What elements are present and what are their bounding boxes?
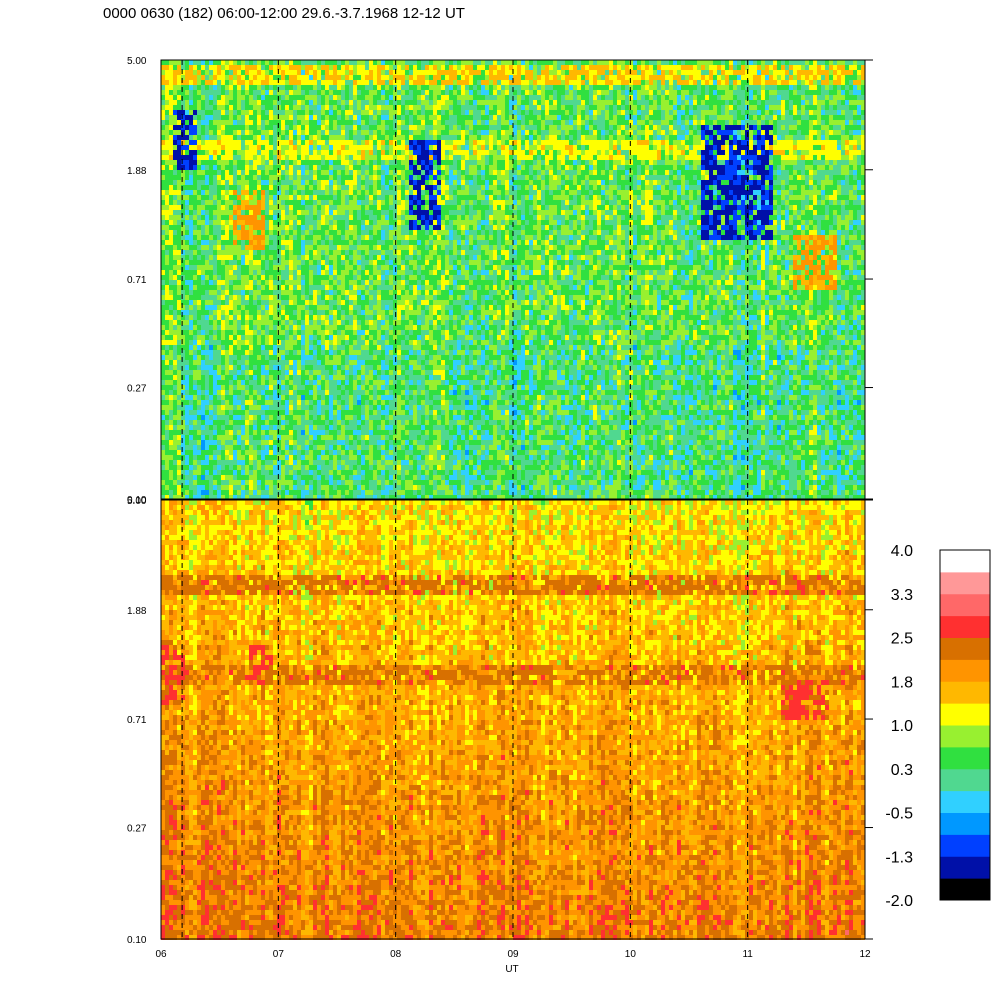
colorbar-label: -2.0 — [885, 893, 913, 910]
lower-y-tick-label: 0.71 — [127, 715, 147, 726]
colorbar-label: 2.5 — [891, 631, 913, 648]
colorbar-swatch — [940, 725, 990, 747]
lower-y-tick-label: 5.00 — [127, 496, 147, 507]
lower-y-tick-label: 0.27 — [127, 824, 147, 835]
upper-y-tick-label: 1.88 — [127, 166, 147, 177]
colorbar-swatch — [940, 659, 990, 681]
lower-y-tick-label: 1.88 — [127, 606, 147, 617]
colorbar-swatch — [940, 703, 990, 725]
upper-y-tick-label: 0.27 — [127, 384, 147, 395]
x-tick-label: 12 — [859, 949, 871, 960]
colorbar-swatch — [940, 616, 990, 638]
x-tick-label: 06 — [155, 949, 167, 960]
colorbar-swatch — [940, 572, 990, 594]
colorbar-label: 3.3 — [891, 587, 913, 604]
colorbar-label: -0.5 — [885, 806, 913, 823]
colorbar-swatch — [940, 550, 990, 572]
x-axis-label: UT — [505, 964, 518, 975]
colorbar-swatch — [940, 834, 990, 856]
colorbar-swatch — [940, 878, 990, 900]
colorbar-label: -1.3 — [885, 849, 913, 866]
colorbar-swatch — [940, 856, 990, 878]
x-tick-label: 08 — [390, 949, 402, 960]
colorbar-label: 1.0 — [891, 718, 913, 735]
colorbar-swatch — [940, 791, 990, 813]
colorbar-label: 4.0 — [891, 543, 913, 560]
colorbar-swatch — [940, 594, 990, 616]
x-tick-label: 07 — [273, 949, 285, 960]
colorbar-swatch — [940, 638, 990, 660]
colorbar-label: 1.8 — [891, 674, 913, 691]
upper-spectrogram-panel: 0.100.270.711.885.00 — [127, 56, 873, 506]
lower-spectrogram-panel: 0.10 0.27 0.71 1.88 5.00 06 07 08 09 10 11 12 UT — [127, 496, 873, 975]
colorbar-swatch — [940, 813, 990, 835]
colorbar: 4.0 3.3 2.5 1.8 1.0 0.3 -0.5 -1.3 -2.0 — [885, 543, 990, 910]
x-tick-label: 10 — [625, 949, 637, 960]
colorbar-swatch — [940, 769, 990, 791]
colorbar-swatch — [940, 681, 990, 703]
upper-y-tick-label: 5.00 — [127, 56, 147, 67]
x-tick-label: 11 — [742, 949, 753, 960]
upper-y-tick-label: 0.71 — [127, 275, 147, 286]
colorbar-label: 0.3 — [891, 762, 913, 779]
colorbar-swatch — [940, 747, 990, 769]
lower-y-tick-label: 0.10 — [127, 935, 147, 946]
x-tick-label: 09 — [507, 949, 519, 960]
